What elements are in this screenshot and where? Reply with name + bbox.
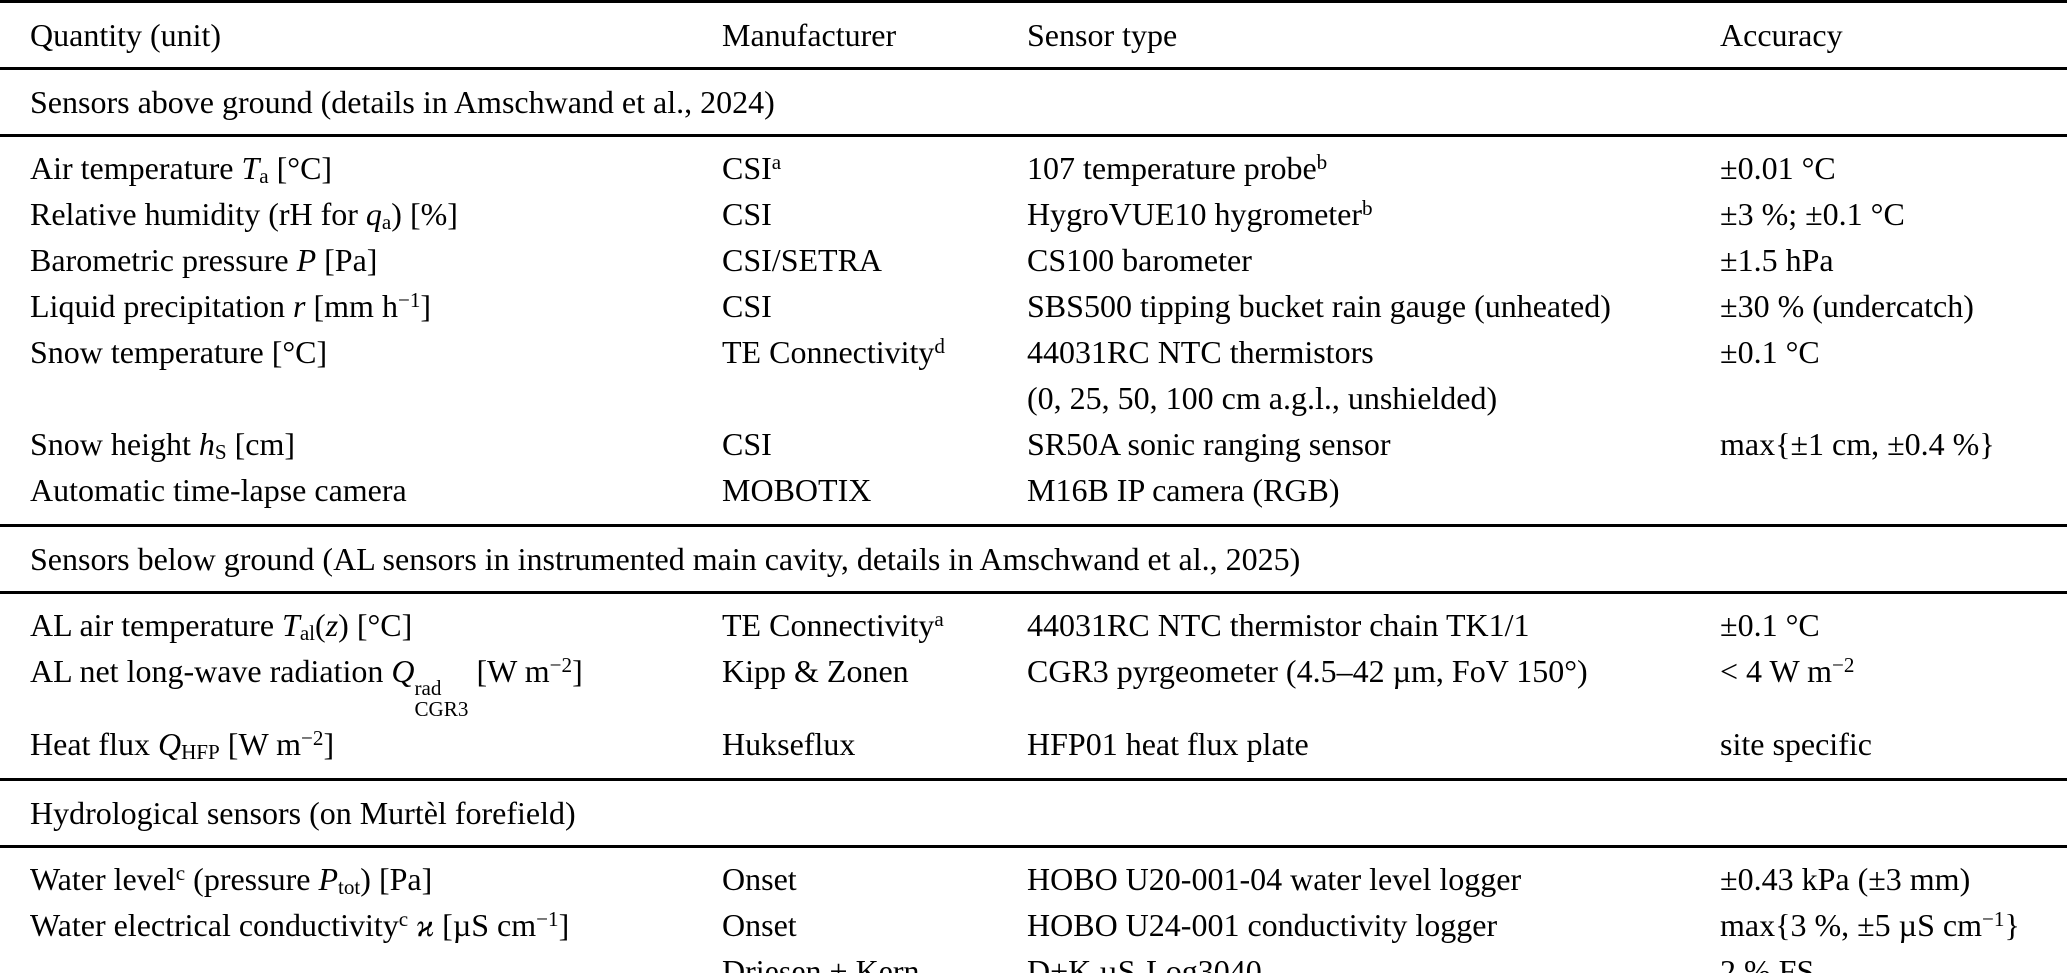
manufacturer-cell: MOBOTIX	[722, 472, 872, 508]
manufacturer-cell: Driesen + Kern	[722, 952, 920, 973]
column-header-accuracy: Accuracy	[1720, 17, 1843, 53]
quantity-cell: Snow temperature [°C]	[30, 334, 328, 370]
sensor-type-cell: CGR3 pyrgeometer (4.5–42 µm, FoV 150°)	[1027, 653, 1588, 689]
table-row: Snow height hS [cm] CSI SR50A sonic rangin…	[0, 421, 2067, 467]
quantity-cell	[30, 948, 722, 973]
accuracy-cell: < 4 W m−2	[1720, 652, 1855, 689]
manufacturer-cell: Hukseflux	[722, 725, 856, 762]
sensor-type-cell: 44031RC NTC thermistors (0, 25, 50, 100 c…	[1027, 329, 1720, 421]
manufacturer-cell: TE Connectivitya	[722, 606, 944, 643]
table-row: Air temperature Ta [°C] CSIa 107 temperatu…	[0, 145, 2067, 191]
table-row: Barometric pressure P [Pa] CSI/SETRA CS100…	[0, 237, 2067, 283]
accuracy-cell: ±0.1 °C	[1720, 607, 1820, 643]
accuracy-cell: max{3 %, ±5 µS cm−1}	[1720, 906, 2020, 943]
accuracy-cell: ±0.1 °C	[1720, 334, 1820, 370]
quantity-cell: AL air temperature Tal(z) [°C]	[30, 607, 413, 645]
table-row: Water levelc (pressure Ptot) [Pa] Onset HO…	[0, 856, 2067, 902]
column-header-sensor-type: Sensor type	[1027, 17, 1178, 53]
manufacturer-cell: TE Connectivityd	[722, 333, 945, 370]
accuracy-cell: ±0.43 kPa (±3 mm)	[1720, 860, 1971, 897]
column-header-quantity: Quantity (unit)	[30, 17, 222, 53]
sensor-type-cell: 107 temperature probeb	[1027, 149, 1328, 186]
table-row: Automatic time-lapse camera MOBOTIX M16B I…	[0, 467, 2067, 513]
accuracy-cell: ±3 %; ±0.1 °C	[1720, 196, 1905, 232]
table-row: Water electrical conductivityc ϰ [µS cm−…	[0, 902, 2067, 948]
accuracy-cell: 2 % FS	[1720, 952, 1815, 973]
sensor-type-cell: HygroVUE10 hygrometerb	[1027, 195, 1373, 232]
accuracy-cell: site specific	[1720, 725, 1872, 762]
section-rows: Air temperature Ta [°C] CSIa 107 temperatu…	[0, 137, 2067, 524]
section-header-row: Hydrological sensors (on Murtèl forefiel…	[0, 777, 2067, 848]
accuracy-cell: ±1.5 hPa	[1720, 242, 1834, 278]
column-header-manufacturer: Manufacturer	[722, 17, 897, 53]
section-title: Sensors above ground (details in Amschwa…	[30, 84, 775, 120]
manufacturer-cell: Onset	[722, 860, 797, 897]
table-row: Relative humidity (rH for qa) [%] CSI Hygr…	[0, 191, 2067, 237]
sensor-type-cell: SR50A sonic ranging sensor	[1027, 426, 1391, 462]
section-rows: AL air temperature Tal(z) [°C] TE Connect…	[0, 594, 2067, 778]
accuracy-cell: ±0.01 °C	[1720, 150, 1836, 186]
quantity-cell: Heat flux QHFP [W m−2]	[30, 725, 335, 764]
quantity-cell: Water levelc (pressure Ptot) [Pa]	[30, 860, 433, 899]
sensor-type-cell: D+K µS-Log3040	[1027, 952, 1262, 973]
table-row: Heat flux QHFP [W m−2] Hukseflux HFP01 hea…	[0, 721, 2067, 767]
manufacturer-cell: CSI	[722, 196, 772, 232]
quantity-cell: Automatic time-lapse camera	[30, 472, 407, 508]
accuracy-cell	[1720, 467, 2059, 513]
manufacturer-cell: Onset	[722, 906, 797, 943]
sensor-type-cell: HOBO U24-001 conductivity logger	[1027, 906, 1498, 943]
section-title: Sensors below ground (AL sensors in inst…	[30, 541, 1301, 577]
sensor-type-cell: CS100 barometer	[1027, 242, 1252, 278]
table-row: Liquid precipitation r [mm h−1] CSI SBS500…	[0, 283, 2067, 329]
quantity-cell: Relative humidity (rH for qa) [%]	[30, 196, 458, 234]
sensor-type-cell: HOBO U20-001-04 water level logger	[1027, 860, 1522, 897]
section-rows: Water levelc (pressure Ptot) [Pa] Onset HO…	[0, 848, 2067, 973]
table-row: AL air temperature Tal(z) [°C] TE Connect…	[0, 602, 2067, 648]
table-row: Snow temperature [°C] TE Connectivityd 440…	[0, 329, 2067, 421]
accuracy-cell: max{±1 cm, ±0.4 %}	[1720, 426, 1995, 462]
sensor-type-cell: 44031RC NTC thermistor chain TK1/1	[1027, 607, 1530, 643]
sensor-type-cell: M16B IP camera (RGB)	[1027, 472, 1340, 508]
quantity-cell: Air temperature Ta [°C]	[30, 150, 333, 188]
sensor-type-line2: (0, 25, 50, 100 cm a.g.l., unshielded)	[1027, 380, 1498, 416]
quantity-cell: Water electrical conductivityc ϰ [µS cm−…	[30, 906, 570, 943]
sensor-type-cell: SBS500 tipping bucket rain gauge (unheat…	[1027, 288, 1611, 324]
accuracy-cell: ±30 % (undercatch)	[1720, 288, 1974, 324]
section-header-row: Sensors below ground (AL sensors in inst…	[0, 524, 2067, 594]
manufacturer-cell: CSIa	[722, 149, 782, 186]
sensor-type-cell: HFP01 heat flux plate	[1027, 725, 1309, 762]
quantity-cell: Snow height hS [cm]	[30, 426, 296, 464]
table-body: Sensors above ground (details in Amschwa…	[0, 67, 2067, 973]
quantity-cell: Barometric pressure P [Pa]	[30, 242, 378, 278]
manufacturer-cell: CSI	[722, 426, 772, 462]
manufacturer-cell: CSI/SETRA	[722, 242, 883, 278]
table-row: Driesen + Kern D+K µS-Log3040 2 % FS	[0, 948, 2067, 973]
section-header-row: Sensors above ground (details in Amschwa…	[0, 67, 2067, 137]
quantity-cell: Liquid precipitation r [mm h−1]	[30, 287, 432, 324]
manufacturer-cell: Kipp & Zonen	[722, 653, 909, 689]
table-header-row: Quantity (unit) Manufacturer Sensor type…	[0, 3, 2067, 67]
section-title: Hydrological sensors (on Murtèl forefiel…	[30, 794, 576, 831]
manufacturer-cell: CSI	[722, 288, 772, 324]
